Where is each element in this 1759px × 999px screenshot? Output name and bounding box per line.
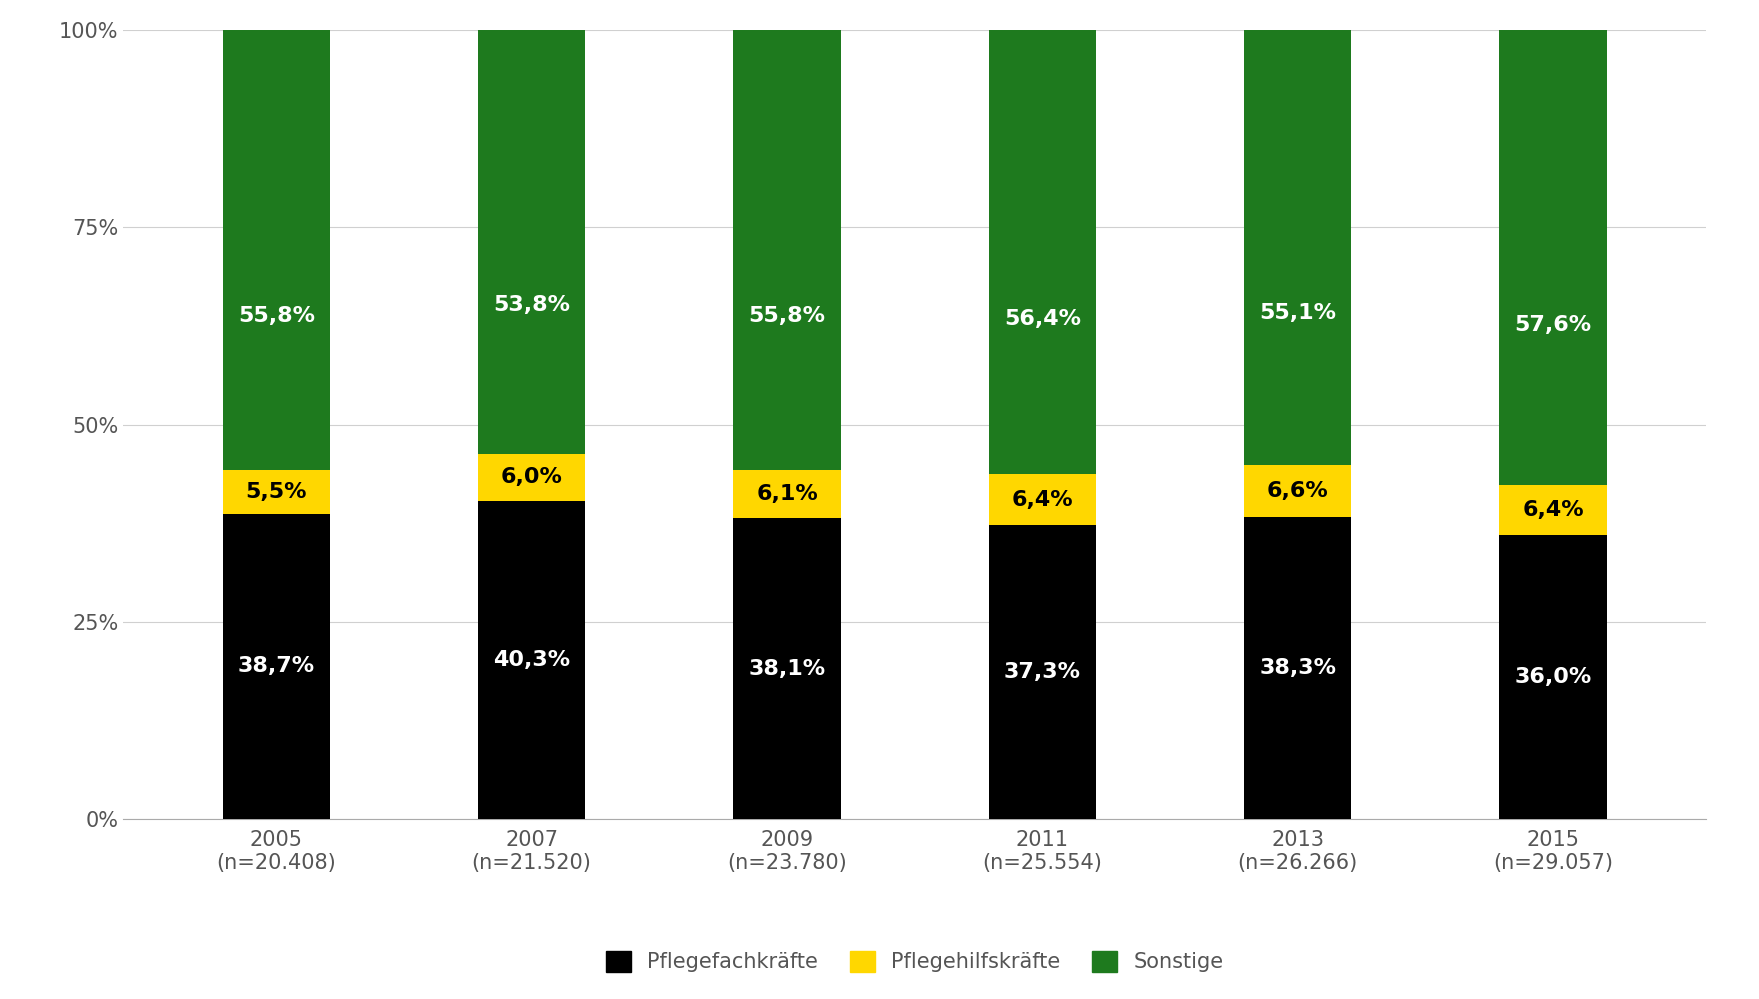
Text: 53,8%: 53,8% [493,295,570,315]
Bar [223,471,331,513]
Text: 38,3%: 38,3% [1259,658,1337,678]
Text: 6,6%: 6,6% [1266,481,1328,500]
Bar [989,475,1096,524]
Text: 6,4%: 6,4% [1522,500,1583,519]
Text: 40,3%: 40,3% [493,650,570,670]
Text: 57,6%: 57,6% [1514,316,1592,336]
Bar [734,518,841,819]
Text: 38,7%: 38,7% [237,656,315,676]
Text: 6,4%: 6,4% [1011,490,1073,509]
Bar [989,29,1096,475]
Text: 55,1%: 55,1% [1259,303,1337,323]
Bar [223,30,331,471]
Bar [1499,535,1606,819]
Text: 55,8%: 55,8% [237,307,315,327]
Bar [989,524,1096,819]
Text: 37,3%: 37,3% [1004,662,1080,682]
Bar [223,513,331,819]
Bar [478,454,586,501]
Bar [478,501,586,819]
Text: 36,0%: 36,0% [1514,667,1592,687]
Bar [1244,465,1351,516]
Text: 5,5%: 5,5% [246,483,308,502]
Legend: Pflegefachkräfte, Pflegehilfskräfte, Sonstige: Pflegefachkräfte, Pflegehilfskräfte, Son… [595,940,1235,983]
Bar [1244,30,1351,465]
Text: 6,0%: 6,0% [501,468,563,488]
Bar [734,471,841,518]
Text: 56,4%: 56,4% [1004,309,1080,329]
Text: 38,1%: 38,1% [748,658,825,679]
Bar [1244,516,1351,819]
Bar [734,30,841,471]
Text: 55,8%: 55,8% [749,307,825,327]
Text: 6,1%: 6,1% [756,485,818,504]
Bar [478,29,586,454]
Bar [1499,30,1606,485]
Bar [1499,485,1606,535]
